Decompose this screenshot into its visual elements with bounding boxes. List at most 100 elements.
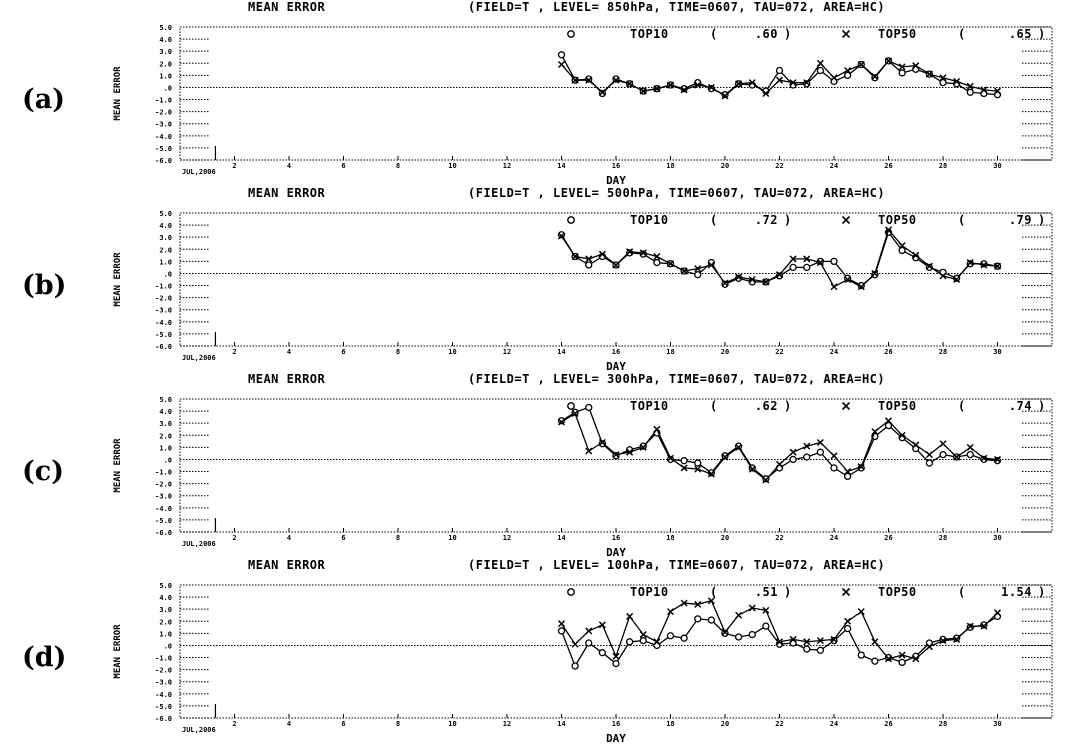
- point-top50: [884, 226, 893, 234]
- point-top50: [775, 460, 784, 468]
- y-tick-label: 5.0: [159, 24, 172, 32]
- point-top50: [585, 627, 593, 635]
- legend-marker-circle: [567, 588, 575, 596]
- point-top50: [898, 651, 906, 659]
- y-tick-label: 5.0: [159, 396, 172, 404]
- point-top10: [898, 69, 906, 77]
- point-top50: [598, 438, 606, 447]
- x-tick-label: 20: [721, 162, 729, 170]
- point-top50: [884, 417, 893, 425]
- point-top50: [993, 87, 1002, 95]
- legend-name: TOP50: [878, 27, 917, 41]
- legend-score: 1.54: [1001, 585, 1032, 599]
- y-tick-label: -4.0: [155, 319, 172, 327]
- y-axis-label: MEAN ERROR: [113, 624, 123, 679]
- y-tick-label: 3.0: [159, 234, 172, 242]
- point-top50: [598, 621, 606, 629]
- point-top50: [557, 232, 566, 240]
- y-tick-label: -5.0: [155, 331, 172, 339]
- point-top50: [694, 81, 702, 89]
- point-top10: [789, 455, 797, 464]
- point-top10: [694, 271, 702, 279]
- x-tick-label: 6: [341, 162, 345, 170]
- point-top50: [939, 272, 947, 280]
- point-top10: [585, 261, 593, 269]
- legend-paren: ): [1038, 585, 1046, 599]
- point-top50: [966, 82, 974, 90]
- point-top10: [598, 649, 607, 657]
- point-top10: [625, 638, 634, 646]
- chart-panel: (c) MEAN ERROR (FIELD=T , LEVEL= 300hPa, T…: [22, 372, 1053, 559]
- legend-marker-x: [841, 215, 851, 225]
- x-tick-label: 16: [612, 348, 620, 356]
- legend-name: TOP50: [878, 585, 917, 599]
- field-info: (FIELD=T , LEVEL= 300hPa, TIME=0607, TAU…: [468, 372, 885, 386]
- point-top10: [803, 645, 811, 653]
- y-tick-label: 1.0: [159, 258, 172, 266]
- y-tick-label: 2.0: [159, 60, 172, 68]
- y-tick-label: .0: [164, 270, 172, 278]
- point-top50: [871, 428, 879, 436]
- x-tick-label: 12: [503, 720, 511, 728]
- x-tick-label: 30: [993, 720, 1001, 728]
- point-top50: [762, 606, 770, 614]
- x-start-label: JUL,2006: [182, 168, 216, 176]
- legend-paren: ): [784, 213, 792, 227]
- x-tick-label: 22: [775, 534, 783, 542]
- x-tick-label: 26: [884, 348, 892, 356]
- x-tick-label: 28: [939, 162, 947, 170]
- point-top10: [966, 88, 974, 96]
- point-top50: [857, 608, 865, 616]
- legend-name: TOP10: [630, 27, 669, 41]
- point-top50: [653, 85, 661, 93]
- legend-top10: TOP10 (.51): [567, 585, 792, 599]
- point-top50: [557, 620, 566, 628]
- y-tick-label: .0: [164, 456, 172, 464]
- point-top50: [966, 443, 974, 451]
- legend-score: .62: [755, 399, 778, 413]
- point-top50: [939, 637, 947, 645]
- point-top10: [612, 659, 620, 668]
- point-top10: [898, 658, 906, 667]
- legend-name: TOP10: [630, 585, 669, 599]
- legend-paren: ): [784, 585, 792, 599]
- y-tick-label: -2.0: [155, 667, 172, 675]
- point-top10: [762, 622, 770, 630]
- point-top50: [762, 476, 770, 484]
- x-tick-label: 16: [612, 162, 620, 170]
- legend-top10: TOP10 (.62): [567, 399, 791, 413]
- legend-score: .79: [1009, 213, 1032, 227]
- x-tick-label: 2: [232, 348, 236, 356]
- x-tick-label: 28: [939, 720, 947, 728]
- legend-paren: ): [1038, 27, 1046, 41]
- point-top50: [898, 63, 906, 71]
- point-top50: [857, 463, 865, 471]
- point-top50: [953, 77, 961, 85]
- y-tick-label: 1.0: [159, 630, 172, 638]
- x-tick-label: 6: [341, 534, 345, 542]
- point-top50: [993, 455, 1002, 463]
- y-tick-label: -2.0: [155, 295, 172, 303]
- point-top10: [925, 263, 934, 272]
- x-tick-label: 26: [884, 162, 892, 170]
- x-tick-label: 26: [884, 720, 892, 728]
- point-top10: [966, 450, 974, 459]
- legend-name: TOP50: [878, 213, 917, 227]
- point-top50: [884, 57, 893, 65]
- point-top50: [639, 631, 647, 639]
- chart-title: MEAN ERROR: [248, 186, 326, 200]
- point-top50: [626, 612, 634, 620]
- point-top50: [653, 425, 661, 433]
- x-tick-label: 8: [396, 534, 400, 542]
- point-top50: [585, 447, 593, 455]
- point-top50: [571, 409, 579, 418]
- x-axis-label: DAY: [606, 546, 626, 559]
- point-top50: [816, 59, 824, 67]
- point-top50: [639, 443, 647, 451]
- legend-top10: TOP10 (.72): [567, 213, 792, 227]
- point-top10: [925, 459, 934, 467]
- y-axis-label: MEAN ERROR: [113, 438, 123, 493]
- x-tick-label: 20: [721, 720, 729, 728]
- point-top10: [585, 403, 593, 412]
- x-tick-label: 16: [612, 720, 620, 728]
